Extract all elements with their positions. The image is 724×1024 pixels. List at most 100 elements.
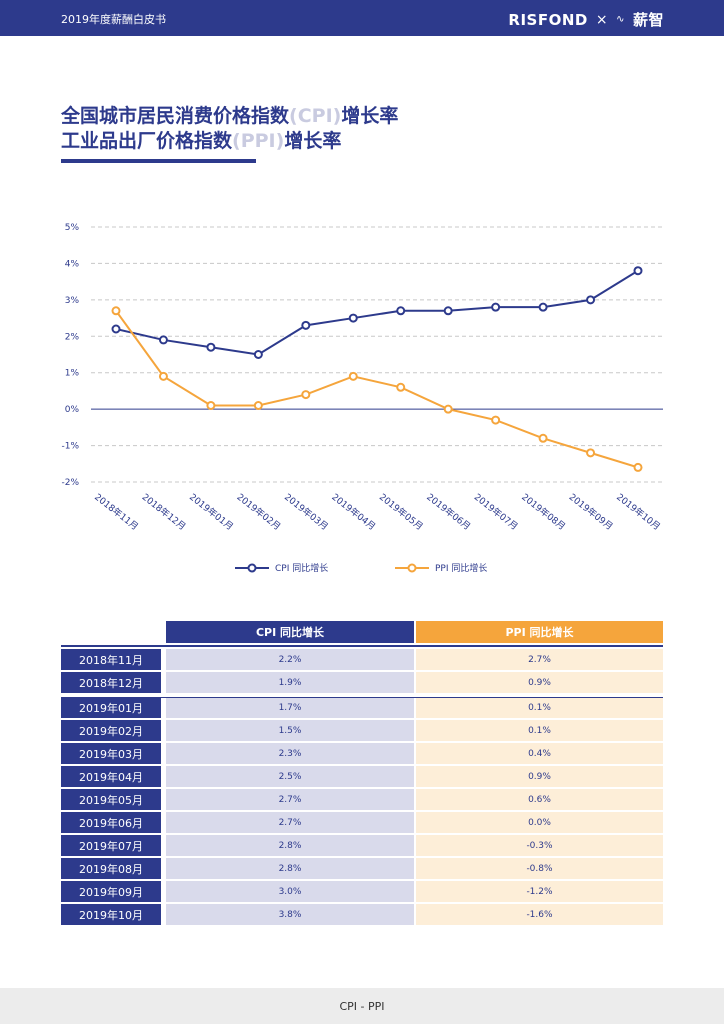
table-cell-ppi: 0.9%: [416, 766, 663, 787]
x-tick-label: 2019年02月: [235, 491, 284, 533]
title-line-1: 全国城市居民消费价格指数(CPI)增长率: [61, 105, 399, 127]
table-cell-cpi: 2.8%: [166, 858, 414, 879]
table-cell-date: 2019年10月: [61, 904, 161, 925]
cpi-data-point: [158, 335, 168, 345]
table-cell-cpi: 2.2%: [166, 649, 414, 670]
ppi-data-point: [586, 448, 596, 458]
x-tick-label: 2018年11月: [92, 491, 141, 533]
cpi-data-point: [253, 350, 263, 359]
ppi-data-point: [538, 433, 548, 443]
document-title: 2019年度薪酬白皮书: [61, 13, 166, 26]
table-cell-date: 2018年12月: [61, 672, 161, 693]
table-row: 2019年07月 2.8% -0.3%: [61, 835, 663, 856]
table-row: 2019年02月 1.5% 0.1%: [61, 720, 663, 741]
ppi-data-point: [301, 390, 311, 400]
table-cell-cpi: 2.5%: [166, 766, 414, 787]
top-bar: 2019年度薪酬白皮书 RISFOND × ∿ 薪智: [0, 0, 724, 36]
risfond-logo: RISFOND: [508, 10, 588, 29]
table-row: 2019年03月 2.3% 0.4%: [61, 743, 663, 764]
ppi-legend-label: PPI 同比增长: [435, 562, 487, 574]
ppi-data-point: [206, 401, 216, 410]
table-cell-ppi: 0.4%: [416, 743, 663, 764]
table-cell-cpi: 2.8%: [166, 835, 414, 856]
table-cell-ppi: -1.2%: [416, 881, 663, 902]
table-cell-cpi: 3.0%: [166, 881, 414, 902]
cpi-data-point: [396, 306, 406, 316]
cpi-series-line: [115, 269, 639, 356]
table-cell-date: 2018年11月: [61, 649, 161, 670]
x-tick-label: 2019年08月: [519, 491, 568, 533]
table-row: 2019年01月 1.7% 0.1%: [61, 697, 663, 718]
cpi-data-point: [443, 306, 453, 316]
x-tick-label: 2019年04月: [329, 491, 378, 533]
table-cell-ppi: 0.1%: [416, 698, 663, 718]
cpi-legend-label: CPI 同比增长: [275, 562, 328, 574]
page-title: 全国城市居民消费价格指数(CPI)增长率 工业品出厂价格指数(PPI)增长率: [61, 104, 398, 154]
table-row: 2019年04月 2.5% 0.9%: [61, 766, 663, 787]
table-cell-cpi: 2.7%: [166, 812, 414, 833]
table-cell-ppi: -0.8%: [416, 858, 663, 879]
y-tick-label: 2%: [65, 332, 80, 342]
footer-label: CPI - PPI: [339, 999, 385, 1013]
y-tick-label: 4%: [65, 259, 80, 269]
cpi-ppi-line-chart: 5%4%3%2%1%0%-1%-2%2018年11月 2018年12月 2019年0…: [61, 223, 663, 574]
xinzhi-logo: 薪智: [632, 11, 664, 29]
cpi-data-point: [301, 320, 311, 330]
table-cell-ppi: 0.6%: [416, 789, 663, 810]
x-tick-label: 2019年09月: [567, 491, 616, 533]
y-tick-label: -1%: [61, 442, 79, 452]
ppi-series-line: [115, 310, 639, 469]
table-cell-cpi: 1.7%: [166, 698, 414, 718]
x-tick-label: 2019年03月: [282, 491, 331, 533]
table-cell-cpi: 2.3%: [166, 743, 414, 764]
data-table: CPI 同比增长 PPI 同比增长 2018年11月 2.2% 2.7% 2018年1…: [61, 621, 663, 925]
title-line-2: 工业品出厂价格指数(PPI)增长率: [61, 130, 342, 152]
table-cell-date: 2019年01月: [61, 698, 161, 718]
cpi-data-point: [206, 342, 216, 352]
ppi-data-point: [111, 306, 121, 316]
x-tick-label: 2019年05月: [377, 491, 426, 533]
table-cell-date: 2019年08月: [61, 858, 161, 879]
ppi-data-point: [633, 462, 643, 472]
xinzhi-logo-icon: ∿: [616, 14, 625, 25]
cpi-data-point: [111, 324, 121, 334]
ppi-data-point: [348, 371, 358, 381]
y-tick-label: 0%: [65, 405, 80, 415]
ppi-data-point: [158, 371, 168, 381]
cpi-data-point: [538, 302, 548, 312]
table-cell-cpi: 1.5%: [166, 720, 414, 741]
table-cell-date: 2019年04月: [61, 766, 161, 787]
y-tick-label: 5%: [65, 223, 80, 233]
table-row: 2019年08月 2.8% -0.8%: [61, 858, 663, 879]
table-cell-date: 2019年02月: [61, 720, 161, 741]
table-cell-date: 2019年07月: [61, 835, 161, 856]
table-row: 2019年09月 3.0% -1.2%: [61, 881, 663, 902]
x-tick-label: 2019年01月: [187, 491, 236, 533]
table-cell-ppi: 0.1%: [416, 720, 663, 741]
cpi-data-point: [491, 302, 501, 312]
table-cell-cpi: 2.7%: [166, 789, 414, 810]
y-tick-label: -2%: [61, 478, 79, 488]
table-row: 2018年11月 2.2% 2.7%: [61, 649, 663, 670]
table-cell-ppi: 2.7%: [416, 649, 663, 670]
ppi-legend-marker: [407, 563, 417, 573]
footer: CPI - PPI: [0, 988, 724, 1024]
table-cell-ppi: 0.9%: [416, 672, 663, 693]
cpi-data-point: [633, 266, 643, 276]
x-tick-label: 2019年06月: [424, 491, 473, 533]
table-row: 2018年12月 1.9% 0.9%: [61, 672, 663, 693]
table-cell-date: 2019年09月: [61, 881, 161, 902]
table-header: CPI 同比增长 PPI 同比增长: [61, 621, 663, 643]
table-cell-ppi: 0.0%: [416, 812, 663, 833]
ppi-data-point: [491, 415, 501, 425]
table-cell-cpi: 3.8%: [166, 904, 414, 925]
cpi-data-point: [586, 295, 596, 305]
y-tick-label: 1%: [65, 369, 80, 379]
table-row: 2019年10月 3.8% -1.6%: [61, 904, 663, 925]
table-cell-cpi: 1.9%: [166, 672, 414, 693]
ppi-data-point: [396, 382, 406, 392]
brand-separator: ×: [595, 11, 609, 28]
table-header-cpi: CPI 同比增长: [166, 621, 414, 643]
y-tick-label: 3%: [65, 296, 80, 306]
table-row: 2019年06月 2.7% 0.0%: [61, 812, 663, 833]
